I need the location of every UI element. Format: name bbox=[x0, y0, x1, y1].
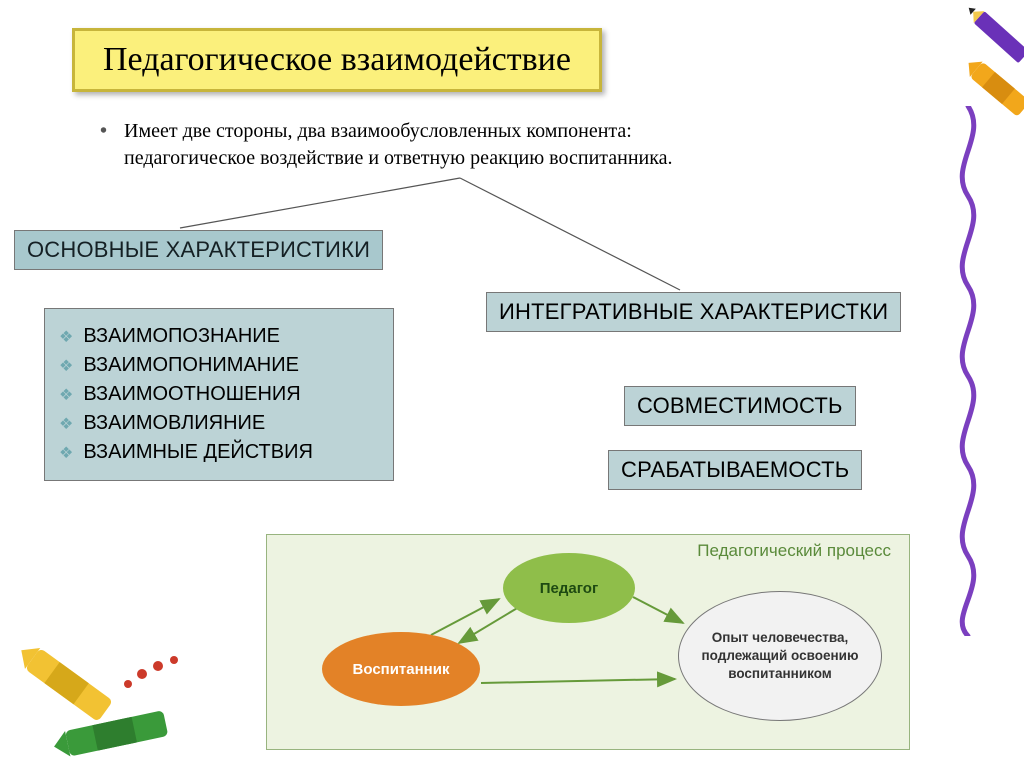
box-workability: СРАБАТЫВАЕМОСТЬ bbox=[608, 450, 862, 490]
list-item: ❖ ВЗАИМОВЛИЯНИЕ bbox=[59, 412, 379, 435]
slide-stage: Педагогическое взаимодействие •Имеет две… bbox=[0, 0, 1024, 767]
node-pedagog: Педагог bbox=[503, 553, 635, 623]
red-dots-icon bbox=[118, 650, 188, 700]
list-marker-icon: ❖ bbox=[59, 327, 73, 347]
box-main-characteristics: ОСНОВНЫЕ ХАРАКТЕРИСТИКИ bbox=[14, 230, 383, 270]
list-item: ❖ ВЗАИМООТНОШЕНИЯ bbox=[59, 383, 379, 406]
list-item-label: ВЗАИМОПОНИМАНИЕ bbox=[83, 354, 299, 377]
list-item: ❖ ВЗАИМОПОЗНАНИЕ bbox=[59, 325, 379, 348]
crayon-green-icon bbox=[48, 690, 188, 767]
list-marker-icon: ❖ bbox=[59, 414, 73, 434]
crayon-orange-icon bbox=[950, 44, 1024, 134]
list-marker-icon: ❖ bbox=[59, 356, 73, 376]
list-item: ❖ ВЗАИМОПОНИМАНИЕ bbox=[59, 354, 379, 377]
list-marker-icon: ❖ bbox=[59, 385, 73, 405]
list-item: ❖ ВЗАИМНЫЕ ДЕЙСТВИЯ bbox=[59, 441, 379, 464]
list-item-label: ВЗАИМНЫЕ ДЕЙСТВИЯ bbox=[83, 441, 313, 464]
list-item-label: ВЗАИМОПОЗНАНИЕ bbox=[83, 325, 280, 348]
process-diagram: Педагогический процесс Педагог Воспитанн… bbox=[266, 534, 910, 750]
list-marker-icon: ❖ bbox=[59, 443, 73, 463]
list-item-label: ВЗАИМОВЛИЯНИЕ bbox=[83, 412, 265, 435]
list-item-label: ВЗАИМООТНОШЕНИЯ bbox=[83, 383, 300, 406]
box-integrative-characteristics: ИНТЕГРАТИВНЫЕ ХАРАКТЕРИСТКИ bbox=[486, 292, 901, 332]
node-vospitannik: Воспитанник bbox=[322, 632, 480, 706]
box-compatibility: СОВМЕСТИМОСТЬ bbox=[624, 386, 856, 426]
characteristics-list: ❖ ВЗАИМОПОЗНАНИЕ ❖ ВЗАИМОПОНИМАНИЕ ❖ ВЗАИМО… bbox=[44, 308, 394, 481]
squiggle-decoration bbox=[948, 106, 992, 636]
node-opyt: Опыт человечества, подлежащий освоению в… bbox=[678, 591, 882, 721]
